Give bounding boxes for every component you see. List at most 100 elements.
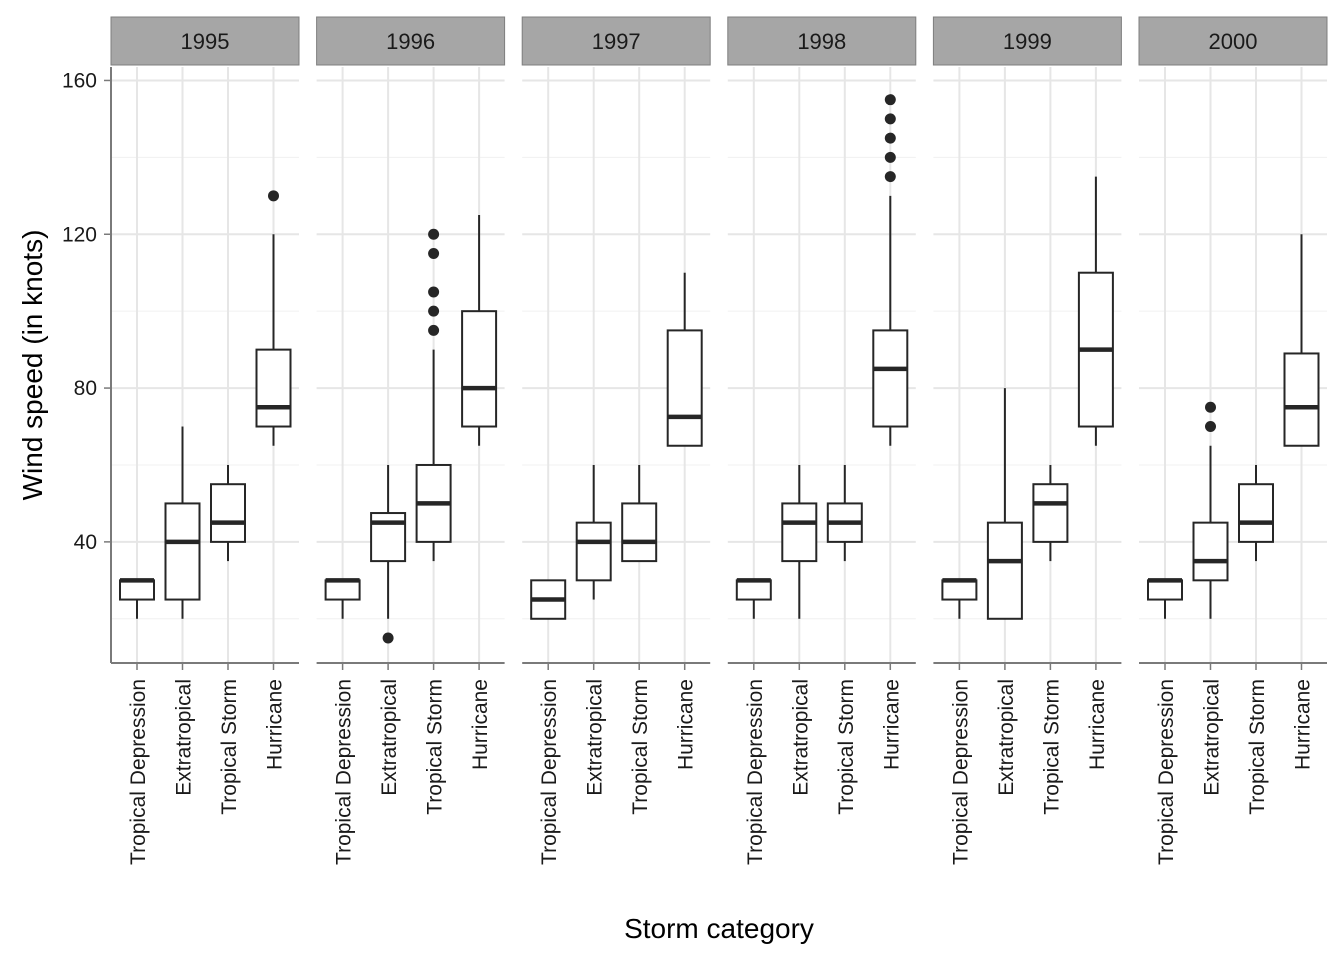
outlier-point bbox=[428, 286, 440, 298]
box-tropical-storm bbox=[1238, 464, 1274, 562]
box-tropical-depression bbox=[530, 579, 567, 620]
box-body bbox=[1147, 579, 1183, 601]
outlier-point bbox=[884, 132, 896, 144]
box-hurricane bbox=[1283, 234, 1320, 447]
box-hurricane bbox=[666, 272, 703, 447]
box-body bbox=[370, 512, 407, 563]
box-hurricane bbox=[1077, 176, 1114, 446]
box-body bbox=[164, 502, 201, 601]
box-extratropical bbox=[986, 388, 1023, 620]
box-hurricane bbox=[461, 215, 498, 446]
x-tick-label: Extratropical bbox=[789, 679, 812, 796]
box-tropical-depression bbox=[119, 578, 155, 619]
x-tick-label: Extratropical bbox=[173, 679, 196, 796]
box-body bbox=[255, 348, 292, 428]
outlier-point bbox=[884, 171, 896, 183]
y-tick-label: 160 bbox=[62, 69, 97, 92]
box-extratropical bbox=[781, 464, 818, 619]
x-tick-label: Hurricane bbox=[1086, 679, 1109, 770]
box-body bbox=[324, 579, 361, 601]
box-tropical-depression bbox=[1147, 578, 1183, 619]
x-tick-label: Tropical Storm bbox=[424, 679, 447, 815]
outlier-point bbox=[428, 324, 440, 336]
box-body bbox=[1238, 483, 1274, 543]
outlier-point bbox=[428, 305, 440, 317]
box-body bbox=[1032, 483, 1069, 543]
facet-panel-1998: 1998 Tropical Depression Extratropical Trop… bbox=[727, 16, 917, 865]
outlier-point bbox=[884, 151, 896, 163]
box-extratropical bbox=[1192, 401, 1229, 619]
facet-panel-1999: 1999 Tropical Depression Extratropical Trop… bbox=[932, 16, 1122, 865]
x-tick-label: Hurricane bbox=[469, 679, 492, 770]
outlier-point bbox=[268, 190, 279, 202]
outlier-point bbox=[884, 94, 896, 106]
x-tick-label: Tropical Storm bbox=[835, 679, 858, 815]
x-tick-label: Tropical Storm bbox=[218, 679, 241, 815]
x-tick-label: Hurricane bbox=[880, 679, 903, 770]
outlier-point bbox=[1205, 401, 1216, 413]
facet-strip bbox=[1138, 16, 1328, 66]
facet-strip-label: 1997 bbox=[592, 29, 641, 54]
box-body bbox=[666, 329, 703, 447]
box-body bbox=[119, 579, 155, 601]
box-hurricane bbox=[255, 190, 292, 446]
box-body bbox=[461, 310, 498, 428]
y-tick-label: 120 bbox=[62, 223, 97, 246]
outlier-point bbox=[1205, 421, 1216, 433]
facet-strip bbox=[316, 16, 506, 66]
facet-panel-1996: 1996 Tropical Depression Extratropical Trop… bbox=[316, 16, 506, 865]
box-tropical-depression bbox=[735, 578, 772, 619]
box-tropical-storm bbox=[210, 464, 246, 562]
x-tick-label: Tropical Storm bbox=[1246, 679, 1269, 815]
box-body bbox=[735, 579, 772, 601]
y-tick-label: 80 bbox=[74, 377, 97, 400]
x-tick-label: Tropical Depression bbox=[127, 679, 150, 865]
box-body bbox=[1192, 521, 1229, 582]
facet-strip bbox=[110, 16, 300, 66]
outlier-point bbox=[884, 113, 896, 125]
x-tick-label: Tropical Storm bbox=[1040, 679, 1063, 815]
outlier-point bbox=[428, 247, 440, 259]
box-tropical-storm bbox=[415, 228, 452, 562]
box-body bbox=[941, 579, 978, 601]
box-body bbox=[986, 521, 1023, 620]
box-extratropical bbox=[370, 464, 407, 644]
facet-panel-1995: 1995 Tropical Depression Extratropical Trop… bbox=[110, 16, 300, 865]
x-tick-label: Extratropical bbox=[378, 679, 401, 796]
box-body bbox=[621, 502, 658, 563]
facet-strip-label: 2000 bbox=[1209, 29, 1258, 54]
x-tick-label: Tropical Depression bbox=[744, 679, 767, 865]
box-body bbox=[1283, 352, 1320, 447]
x-tick-label: Extratropical bbox=[1201, 679, 1224, 796]
y-tick-label: 40 bbox=[74, 531, 97, 554]
box-extratropical bbox=[164, 426, 201, 619]
facet-strip bbox=[932, 16, 1122, 66]
x-tick-label: Extratropical bbox=[584, 679, 607, 796]
box-extratropical bbox=[575, 464, 612, 600]
outlier-point bbox=[382, 632, 394, 644]
box-tropical-storm bbox=[1032, 464, 1069, 562]
facet-strip-label: 1995 bbox=[181, 29, 230, 54]
facet-panel-1997: 1997 Tropical Depression Extratropical Trop… bbox=[521, 16, 711, 865]
box-body bbox=[575, 521, 612, 582]
outlier-point bbox=[428, 228, 440, 240]
y-axis-title: Wind speed (in knots) bbox=[17, 230, 48, 501]
x-tick-label: Hurricane bbox=[675, 679, 698, 770]
box-tropical-storm bbox=[826, 464, 863, 562]
box-tropical-depression bbox=[941, 578, 978, 619]
x-tick-label: Tropical Depression bbox=[538, 679, 561, 865]
x-tick-label: Extratropical bbox=[995, 679, 1018, 796]
facet-strip-label: 1998 bbox=[797, 29, 846, 54]
x-tick-label: Tropical Depression bbox=[949, 679, 972, 865]
x-tick-label: Tropical Depression bbox=[1155, 679, 1178, 865]
x-tick-label: Tropical Depression bbox=[333, 679, 356, 865]
facet-strip bbox=[727, 16, 917, 66]
facet-strip bbox=[521, 16, 711, 66]
box-body bbox=[210, 483, 246, 543]
box-tropical-depression bbox=[324, 578, 361, 619]
box-body bbox=[872, 329, 909, 428]
facet-panel-2000: 2000 Tropical Depression Extratropical Trop… bbox=[1138, 16, 1328, 865]
facet-strip-label: 1996 bbox=[386, 29, 435, 54]
x-tick-label: Tropical Storm bbox=[629, 679, 652, 815]
box-tropical-storm bbox=[621, 464, 658, 563]
